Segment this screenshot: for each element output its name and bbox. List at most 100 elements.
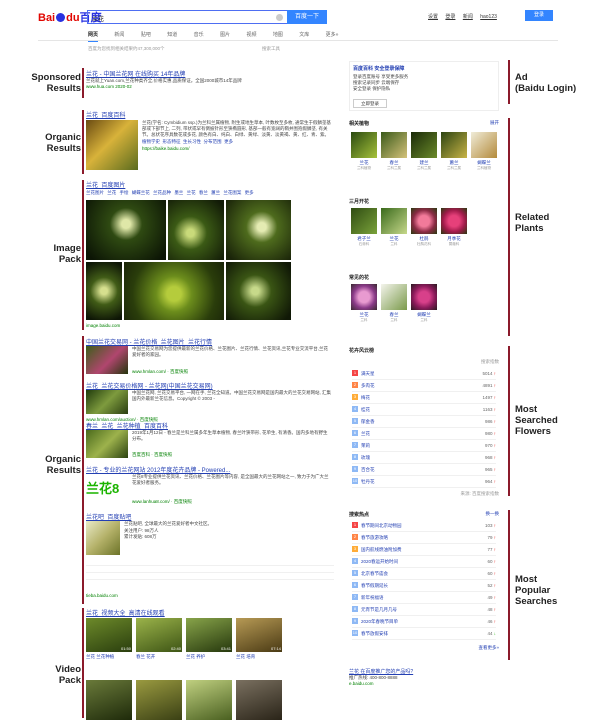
- video-thumb[interactable]: 01:50: [86, 618, 132, 652]
- video-caption[interactable]: 兰花 培育: [236, 654, 256, 659]
- plant-card[interactable]: 杜鹃 杜鹃花科: [411, 208, 437, 247]
- bottom-ad-title[interactable]: 兰花 在百度推广您的产品吗?: [349, 669, 414, 675]
- rank-row[interactable]: 1 满天星 5014 ↑: [352, 369, 496, 380]
- top-link[interactable]: 设置: [428, 14, 439, 20]
- image-tag[interactable]: 兰花图案: [223, 190, 242, 195]
- plant-card[interactable]: 蝴蝶兰 兰科: [411, 284, 437, 323]
- result-url[interactable]: image.baidu.com: [86, 323, 121, 328]
- rank-row[interactable]: 5 郁金香 986 ↑: [352, 417, 496, 428]
- result-thumbnail[interactable]: [86, 390, 128, 414]
- result-thumbnail[interactable]: [86, 120, 138, 170]
- result-title[interactable]: 兰花_兰花交易价格网 - 兰花网(中国兰花交易网): [86, 384, 213, 390]
- image-thumb[interactable]: [226, 262, 291, 320]
- rank-row[interactable]: 3 梅花 1497 ↑: [352, 393, 496, 404]
- rank-row[interactable]: 2 多肉花 4891 ↑: [352, 381, 496, 392]
- image-thumb[interactable]: [168, 200, 224, 260]
- result-url[interactable]: www.hua.com 2020-02: [86, 84, 132, 89]
- tab-video[interactable]: 视频: [246, 32, 257, 38]
- rank-row[interactable]: 8 元宵节是几月几号 48 ↑: [352, 605, 496, 616]
- plant-card[interactable]: 春兰 兰科兰属: [381, 132, 407, 171]
- related-expand[interactable]: 展开: [490, 120, 499, 125]
- sublink[interactable]: 植物学史: [142, 139, 160, 144]
- tab-tieba[interactable]: 贴吧: [140, 32, 151, 38]
- result-url[interactable]: www.hmlan.com/auction/ · 百度快照: [86, 417, 158, 422]
- video-thumb[interactable]: 07:14: [236, 618, 282, 652]
- rank-row[interactable]: 4 桂花 1163 ↑: [352, 405, 496, 416]
- rank-row[interactable]: 4 2020春运开始时间 60 ↑: [352, 557, 496, 568]
- result-title[interactable]: 春兰_兰花_兰花种植_百度百科: [86, 424, 169, 430]
- result-url[interactable]: 百度百科 · 百度快照: [132, 452, 172, 457]
- lanhua8-logo[interactable]: 兰花8: [86, 481, 120, 496]
- thread-row[interactable]: [86, 566, 334, 573]
- image-thumb[interactable]: [86, 262, 122, 320]
- image-thumb[interactable]: [124, 262, 224, 320]
- plant-card[interactable]: 月季花 蔷薇科: [441, 208, 467, 247]
- rank-row[interactable]: 2 春节旅游攻略 79 ↑: [352, 533, 496, 544]
- video-caption[interactable]: 春兰 花开: [136, 654, 156, 659]
- top-link[interactable]: hao123: [480, 14, 497, 20]
- rank-row[interactable]: 3 国内航线燃油附加费 77 ↑: [352, 545, 496, 556]
- bottom-ad-url[interactable]: e.baidu.com: [349, 681, 374, 686]
- plant-card[interactable]: 春兰 兰科: [381, 284, 407, 323]
- sublink[interactable]: 更多: [224, 139, 234, 144]
- rank-row[interactable]: 10 牡丹花 964 ↑: [352, 477, 496, 488]
- baidu-logo[interactable]: Bai du百度: [38, 12, 102, 24]
- rank-row[interactable]: 7 新年祝福语 49 ↑: [352, 593, 496, 604]
- search-button[interactable]: 百度一下: [287, 10, 327, 24]
- search-tools[interactable]: 搜索工具: [262, 46, 280, 51]
- sublink[interactable]: 分布范围: [203, 139, 222, 144]
- result-thumbnail[interactable]: [86, 430, 128, 458]
- result-url[interactable]: tieba.baidu.com: [86, 593, 118, 598]
- popular-more[interactable]: 查看更多»: [478, 645, 499, 650]
- sublink[interactable]: 形态特征: [162, 139, 181, 144]
- plant-card[interactable]: 兰花 兰科: [381, 208, 407, 247]
- plant-card[interactable]: 兰花 兰科: [351, 284, 377, 323]
- video-thumb[interactable]: [136, 680, 182, 720]
- result-title[interactable]: 兰花吧_百度贴吧: [86, 515, 132, 521]
- image-thumb[interactable]: [226, 200, 291, 260]
- flower-ranking-source[interactable]: 来源: 百度搜索指数: [460, 491, 500, 496]
- rank-row[interactable]: 7 茉莉 970 ↑: [352, 441, 496, 452]
- result-title[interactable]: 兰花_视频大全_高清在线观看: [86, 611, 165, 617]
- ad-title[interactable]: 百度百科 安全登录保障: [353, 66, 405, 72]
- result-url[interactable]: https://baike.baidu.com/: [142, 146, 190, 151]
- image-tag[interactable]: 兰花品种: [153, 190, 172, 195]
- image-tag[interactable]: 春兰: [198, 190, 208, 195]
- image-tag[interactable]: 更多: [244, 190, 254, 195]
- rank-row[interactable]: 8 玫瑰 968 ↑: [352, 453, 496, 464]
- video-thumb[interactable]: [186, 680, 232, 720]
- video-thumb[interactable]: [86, 680, 132, 720]
- result-title[interactable]: 兰花 - 中国兰花网 在线购买 14年品牌: [86, 72, 186, 78]
- rank-row[interactable]: 5 北京春节庙会 60 ↑: [352, 569, 496, 580]
- video-thumb[interactable]: [236, 680, 282, 720]
- rank-row[interactable]: 1 春节期间北京动物园 103 ↑: [352, 521, 496, 532]
- rank-row[interactable]: 9 2020年春晚节目单 46 ↑: [352, 617, 496, 628]
- video-caption[interactable]: 兰花 兰花种植: [86, 654, 115, 659]
- image-thumb[interactable]: [86, 200, 166, 260]
- result-title[interactable]: 兰花_百度图片: [86, 183, 126, 189]
- rank-row[interactable]: 9 百合花 965 ↑: [352, 465, 496, 476]
- result-url[interactable]: www.hmlan.com/ · 百度快照: [132, 369, 189, 374]
- tab-more[interactable]: 更多»: [325, 32, 339, 38]
- tab-zhidao[interactable]: 知道: [167, 32, 178, 38]
- image-tag[interactable]: 兰花图片: [86, 190, 104, 195]
- image-tag[interactable]: 兰花: [186, 190, 196, 195]
- search-input[interactable]: 兰花: [87, 10, 287, 24]
- popular-refresh[interactable]: 换一换: [485, 511, 500, 516]
- plant-card[interactable]: 兰花 兰科植物: [351, 132, 377, 171]
- ad-login-button[interactable]: 立即登录: [353, 99, 387, 108]
- tab-wenku[interactable]: 文库: [299, 32, 310, 38]
- image-tag[interactable]: 兰花 手绘: [107, 190, 129, 195]
- video-thumb[interactable]: 02:40: [136, 618, 182, 652]
- image-tag[interactable]: 蝴蝶兰花: [131, 190, 150, 195]
- rank-row[interactable]: 6 兰花 980 ↑: [352, 429, 496, 440]
- thread-row[interactable]: [86, 580, 334, 587]
- image-tag[interactable]: 蕙兰: [211, 190, 221, 195]
- plant-card[interactable]: 建兰 兰科兰属: [411, 132, 437, 171]
- plant-card[interactable]: 蕙兰 兰科兰属: [441, 132, 467, 171]
- plant-card[interactable]: 蝴蝶兰 兰科植物: [471, 132, 497, 171]
- camera-icon[interactable]: [276, 14, 283, 21]
- tab-web[interactable]: 网页: [88, 32, 99, 42]
- result-title[interactable]: 中国兰花交易网 - 兰花价格_兰花图片_兰花行情: [86, 340, 213, 346]
- result-thumbnail[interactable]: [86, 521, 120, 555]
